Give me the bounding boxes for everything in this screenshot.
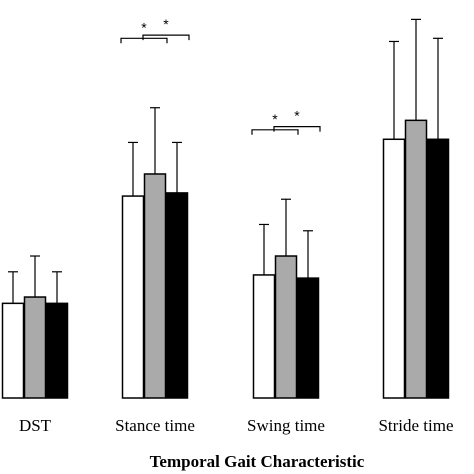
error-bar-stance-time-series-1	[128, 141, 138, 197]
error-bar-swing-time-series-1	[259, 223, 269, 275]
bar-stride-time-series-3	[426, 138, 450, 399]
x-tick-label-stance-time: Stance time	[115, 416, 195, 435]
x-tick-label-dst: DST	[19, 416, 52, 435]
error-bar-swing-time-series-2	[281, 198, 291, 257]
bar-stance-time-series-1	[121, 195, 145, 399]
error-bar-stride-time-series-1	[389, 40, 399, 140]
significance-marker-1: *	[141, 19, 147, 35]
bar-stride-time-series-1	[382, 138, 406, 399]
error-bar-stance-time-series-3	[172, 141, 182, 193]
bar-stride-time-series-2	[404, 119, 428, 399]
significance-marker-2: *	[163, 16, 169, 32]
bar-swing-time-series-3	[296, 277, 320, 399]
bar-dst-series-1	[1, 302, 25, 399]
x-tick-label-swing-time: Swing time	[247, 416, 325, 435]
bar-stance-time-series-3	[165, 192, 189, 399]
x-tick-label-stride-time: Stride time	[378, 416, 453, 435]
error-bar-dst-series-3	[52, 271, 62, 304]
significance-marker-4: *	[294, 108, 300, 124]
error-bar-dst-series-2	[30, 255, 40, 298]
error-bar-stance-time-series-2	[150, 107, 160, 174]
x-axis-title: Temporal Gait Characteristic	[150, 452, 365, 471]
bar-stance-time-series-2	[143, 173, 167, 399]
significance-bracket-2: *	[142, 16, 190, 41]
significance-marker-3: *	[272, 111, 278, 127]
bar-dst-series-3	[45, 302, 69, 399]
error-bar-stride-time-series-3	[433, 37, 443, 140]
error-bar-dst-series-1	[8, 271, 18, 304]
bars-layer	[1, 119, 450, 399]
bar-dst-series-2	[23, 296, 47, 399]
error-bar-swing-time-series-3	[303, 230, 313, 279]
bar-swing-time-series-2	[274, 255, 298, 399]
bar-swing-time-series-1	[252, 274, 276, 399]
significance-bracket-1: *	[120, 19, 168, 44]
error-bars-layer	[8, 18, 443, 304]
significance-bracket-3: *	[251, 111, 299, 135]
significance-bracket-4: *	[273, 108, 321, 132]
significance-layer: * * * *	[120, 16, 321, 135]
x-tick-labels: DST Stance time Swing time Stride time	[19, 416, 454, 435]
error-bar-stride-time-series-2	[411, 18, 421, 121]
